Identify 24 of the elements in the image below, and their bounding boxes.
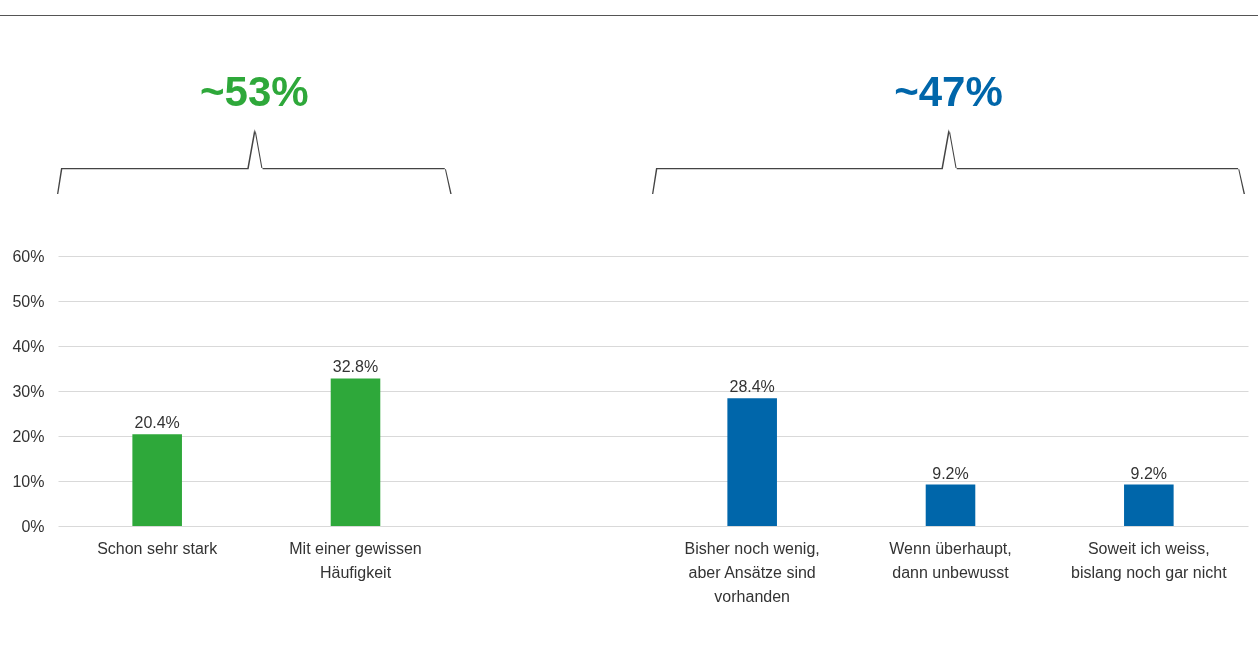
data-label: 28.4%: [729, 378, 775, 396]
y-tick-label: 50%: [12, 292, 45, 310]
x-tick-label: Wenn überhaupt, dann unbewusst: [889, 539, 1012, 581]
bar: [1124, 484, 1174, 526]
text: ~53%: [199, 68, 310, 116]
bar: [330, 378, 381, 526]
x-tick-label: Mit einer gewissen Häufigkeit: [289, 539, 422, 581]
data-label: 9.2%: [932, 464, 969, 482]
y-tick-label: 0%: [21, 517, 45, 535]
data-label: 32.8%: [332, 358, 379, 376]
x-tick-label: Bisher noch wenig, aber Ansätze sind vorhanden: [684, 539, 820, 605]
x-tick-label: Schon sehr stark: [97, 539, 219, 557]
bar: [727, 398, 777, 526]
x-tick-label: Soweit ich weiss, bislang noch gar nicht: [1071, 539, 1228, 581]
bar: [925, 484, 976, 526]
data-label: 20.4%: [134, 414, 180, 432]
y-tick-label: 20%: [12, 427, 45, 445]
y-tick-label: 30%: [12, 382, 45, 400]
bar: [132, 434, 182, 526]
y-tick-label: 60%: [12, 247, 45, 265]
y-tick-label: 10%: [12, 472, 45, 490]
text: ~47%: [893, 68, 1004, 116]
y-tick-label: 40%: [12, 337, 45, 355]
data-label: 9.2%: [1130, 464, 1168, 482]
